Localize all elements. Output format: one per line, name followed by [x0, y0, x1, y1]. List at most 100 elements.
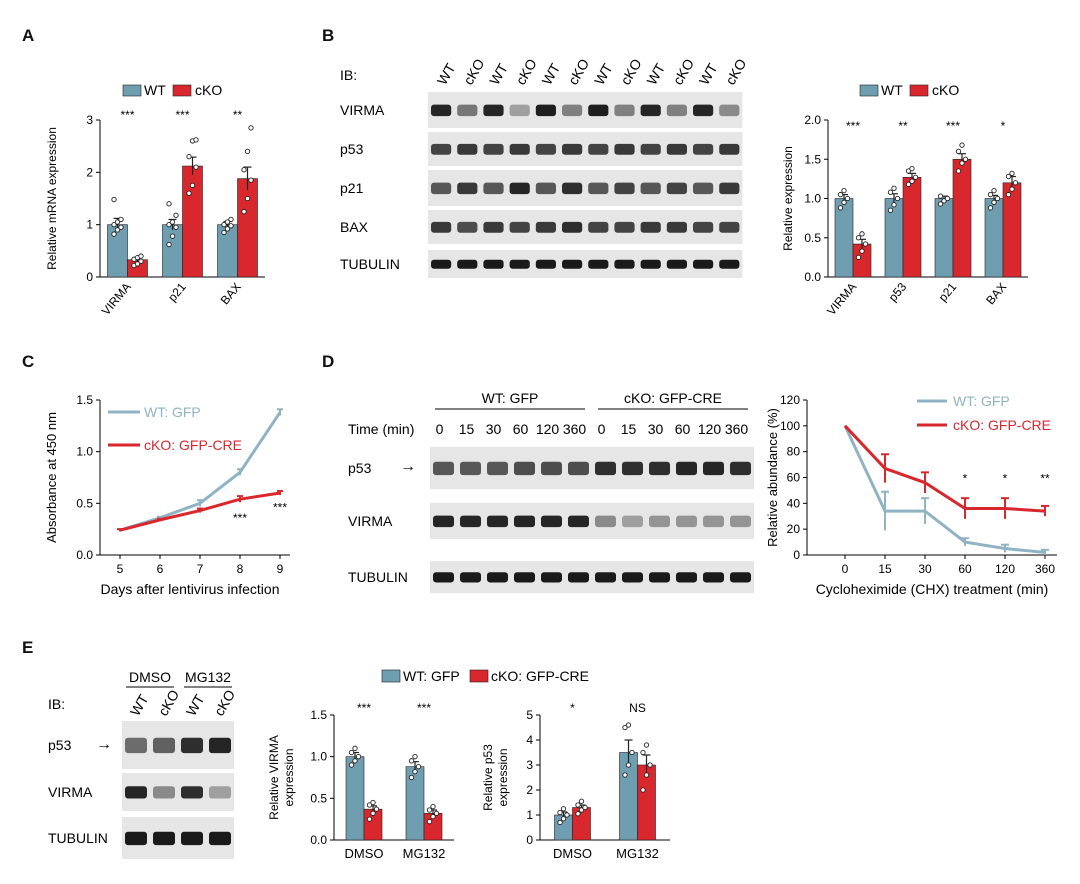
- data-point: [837, 191, 844, 198]
- significance-label: ***: [417, 701, 431, 715]
- data-point: [412, 754, 418, 760]
- y-tick-label: 20: [787, 522, 801, 536]
- lane-label: cKO: [565, 56, 593, 88]
- y-axis-label: Relative abundance (%): [765, 408, 780, 547]
- blot-band: [614, 182, 635, 195]
- blot-band: [649, 461, 670, 476]
- data-point: [622, 772, 628, 778]
- x-tick-label: p21: [936, 280, 960, 305]
- blot-band: [509, 104, 530, 117]
- panel-label-a: A: [22, 26, 35, 45]
- blot-strip: [428, 132, 743, 166]
- data-point: [625, 722, 632, 728]
- data-point: [1012, 180, 1019, 186]
- time-tick-label: 60: [675, 421, 691, 437]
- data-point: [582, 804, 588, 811]
- legend-label: WT: GFP: [144, 404, 201, 420]
- blot-band: [595, 515, 616, 528]
- y-tick-label: 40: [787, 496, 801, 510]
- significance-label: ***: [175, 108, 189, 122]
- time-tick-label: 15: [621, 421, 637, 437]
- data-point: [415, 764, 422, 770]
- blot-row-label: TUBULIN: [48, 830, 108, 846]
- legend-label-cko: cKO: GFP-CRE: [491, 668, 589, 684]
- data-point: [138, 253, 144, 259]
- lane-label: WT: [539, 60, 564, 87]
- data-point: [221, 229, 227, 236]
- legend-label: WT: GFP: [953, 393, 1010, 409]
- y-tick-label: 0.0: [804, 270, 821, 284]
- x-tick-label: 0: [842, 562, 849, 576]
- y-tick-label: 1.5: [804, 152, 821, 166]
- blot-band: [487, 461, 508, 476]
- blot-band: [693, 221, 714, 233]
- legend-label-wt: WT: [881, 82, 903, 98]
- legend-swatch-cko: [469, 669, 489, 683]
- blot-band: [457, 143, 478, 155]
- data-point: [557, 809, 563, 816]
- data-point: [560, 816, 567, 822]
- blot-band: [541, 572, 562, 583]
- lane-label: cKO: [722, 56, 750, 88]
- blot-band: [568, 461, 589, 476]
- data-point: [855, 254, 862, 261]
- blot-band: [457, 182, 478, 195]
- time-tick-label: 120: [536, 421, 560, 437]
- y-tick-label: 0.5: [804, 231, 821, 245]
- y-tick-label: 0: [86, 270, 93, 284]
- blot-band: [614, 259, 635, 269]
- data-point: [647, 762, 653, 768]
- bar: [884, 198, 904, 278]
- blot-row-label: VIRMA: [348, 513, 393, 529]
- blot-band: [541, 515, 562, 528]
- data-point: [959, 160, 965, 166]
- significance-label: **: [898, 119, 908, 133]
- data-point: [241, 167, 247, 173]
- data-point: [352, 758, 358, 764]
- x-tick-label: MG132: [403, 846, 446, 861]
- blot-band: [614, 104, 635, 117]
- y-tick-label: 1.0: [310, 750, 327, 764]
- y-tick-label: 60: [787, 471, 801, 485]
- blot-band: [640, 143, 661, 155]
- blot-band: [640, 104, 661, 117]
- time-tick-label: 30: [648, 421, 664, 437]
- blot-band: [666, 104, 687, 117]
- time-tick-label: 0: [598, 421, 606, 437]
- data-point: [862, 241, 869, 247]
- blot-band: [730, 461, 751, 476]
- data-point: [408, 758, 415, 764]
- significance-label: ***: [120, 108, 134, 122]
- panel-label-c: C: [22, 352, 35, 371]
- x-tick-label: 7: [197, 562, 204, 576]
- panel-label-b: B: [322, 26, 335, 45]
- blot-band: [153, 737, 175, 754]
- blot-band: [588, 143, 609, 155]
- lane-label: WT: [127, 691, 152, 718]
- arrow-icon: →: [400, 458, 416, 475]
- data-point: [844, 195, 851, 202]
- blot-band: [535, 259, 556, 269]
- y-tick-label: 1.5: [310, 708, 327, 722]
- y-tick-label: 1.0: [804, 192, 821, 206]
- blot-band: [676, 572, 697, 583]
- data-point: [578, 798, 585, 804]
- data-point: [891, 202, 897, 208]
- bar: [1002, 182, 1022, 278]
- data-point: [937, 201, 944, 207]
- data-point: [366, 816, 373, 822]
- y-tick-label: 3: [86, 113, 93, 127]
- blot-band: [640, 221, 661, 233]
- blot-band: [588, 182, 609, 195]
- blot-band: [181, 831, 203, 846]
- series-line: [843, 424, 1046, 513]
- lane-label: cKO: [617, 56, 645, 88]
- data-point: [640, 749, 646, 756]
- blot-band: [562, 182, 583, 195]
- data-point: [959, 142, 965, 148]
- data-point: [994, 195, 1001, 202]
- blot-band: [562, 104, 583, 117]
- significance-label: ***: [233, 511, 247, 525]
- data-point: [987, 191, 994, 198]
